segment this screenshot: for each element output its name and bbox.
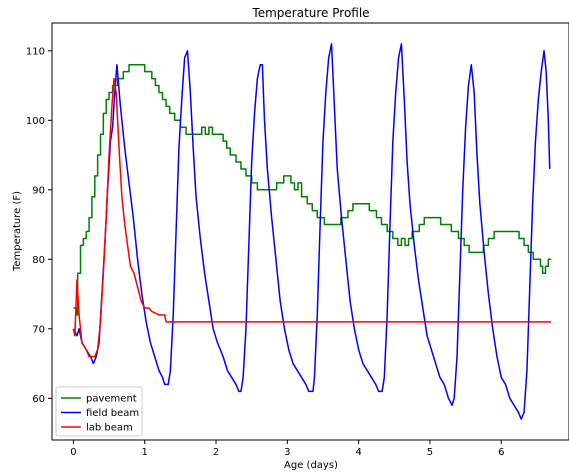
y-tick-label: 80 xyxy=(32,255,45,266)
y-tick-label: 60 xyxy=(32,394,45,405)
x-tick-label: 1 xyxy=(142,447,148,458)
legend-label-lab-beam: lab beam xyxy=(86,423,133,434)
chart-title: Temperature Profile xyxy=(251,6,369,20)
y-tick-label: 100 xyxy=(26,116,45,127)
legend-label-pavement: pavement xyxy=(86,394,137,405)
y-axis-label: Temperature (F) xyxy=(12,191,23,272)
x-tick-label: 6 xyxy=(498,447,504,458)
x-tick-label: 0 xyxy=(70,447,76,458)
plot-area-frame xyxy=(51,22,569,441)
legend: pavement field beam lab beam xyxy=(55,386,143,437)
series-layer xyxy=(72,43,552,420)
y-tick-label: 70 xyxy=(32,324,45,335)
x-tick-label: 3 xyxy=(284,447,290,458)
series-line-lab-beam xyxy=(72,77,552,358)
x-axis-label: Age (days) xyxy=(284,460,338,471)
x-tick-label: 5 xyxy=(427,447,433,458)
legend-box xyxy=(55,386,143,437)
y-tick-label: 110 xyxy=(26,46,45,57)
x-tick-label: 2 xyxy=(213,447,219,458)
legend-label-field-beam: field beam xyxy=(86,408,139,419)
y-axis: 60 70 80 90 100 110 xyxy=(26,46,52,405)
x-tick-label: 4 xyxy=(355,447,361,458)
series-line-field-beam xyxy=(72,43,551,420)
y-tick-label: 90 xyxy=(32,185,45,196)
x-axis: 0 1 2 3 4 5 6 xyxy=(70,440,504,458)
